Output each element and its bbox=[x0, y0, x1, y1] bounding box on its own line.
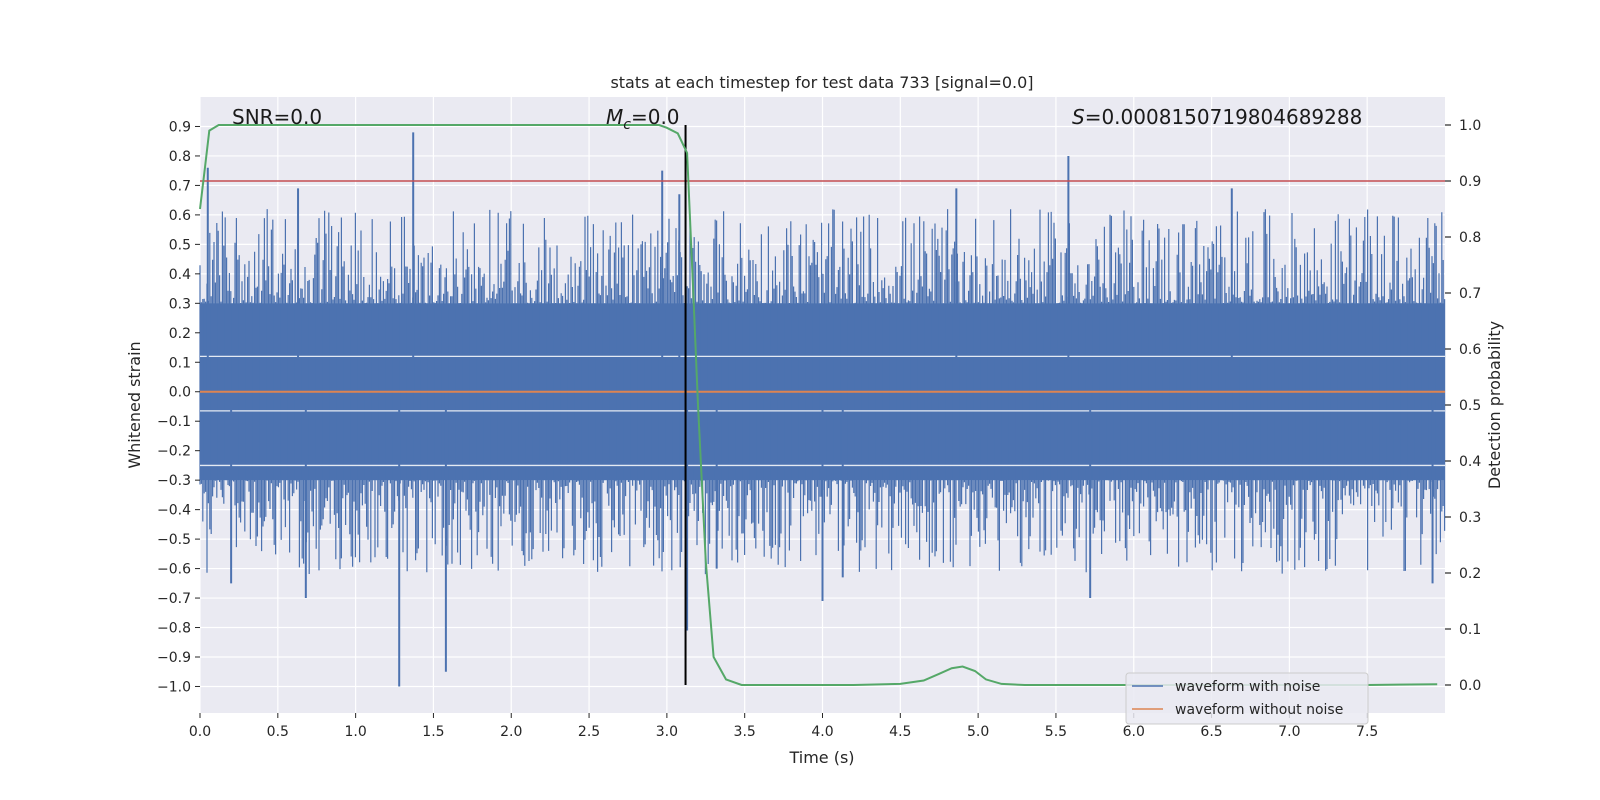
x-tick-label: 6.5 bbox=[1200, 724, 1222, 740]
y-right-tick-label: 0.2 bbox=[1459, 566, 1481, 582]
y-axis-label-right: Detection probability bbox=[1485, 321, 1504, 489]
x-tick-label: 7.0 bbox=[1278, 724, 1300, 740]
y-right-tick-label: 0.6 bbox=[1459, 342, 1481, 358]
score-annotation: S=0.0008150719804689288 bbox=[1072, 105, 1362, 129]
y-right-tick-label: 1.0 bbox=[1459, 118, 1481, 134]
x-tick-label: 3.5 bbox=[734, 724, 756, 740]
y-left-tick-label: 0.9 bbox=[169, 119, 191, 135]
y-right-tick-label: 0.1 bbox=[1459, 622, 1481, 638]
y-left-tick-label: 0.6 bbox=[169, 208, 191, 224]
y-right-tick-label: 0.7 bbox=[1459, 286, 1481, 302]
y-left-tick-label: −0.1 bbox=[157, 414, 191, 430]
axes-group: 0.0 0.5 1.0 1.5 2.0 2.5 3.0 3.5 4.0 4.5 5.0 5.5 6.0 6… bbox=[157, 118, 1481, 740]
y-left-tick-label: −0.5 bbox=[157, 532, 191, 548]
y-left-tick-label: −0.3 bbox=[157, 473, 191, 489]
y-left-tick-label: −0.8 bbox=[157, 621, 191, 637]
x-tick-label: 3.0 bbox=[656, 724, 678, 740]
x-tick-label: 2.5 bbox=[578, 724, 600, 740]
x-tick-label: 0.5 bbox=[267, 724, 289, 740]
x-tick-label: 2.0 bbox=[500, 724, 522, 740]
legend-box bbox=[1125, 672, 1369, 725]
x-tick-label: 1.0 bbox=[344, 724, 366, 740]
score-symbol: S bbox=[1072, 105, 1085, 129]
x-tick-label: 5.5 bbox=[1045, 724, 1067, 740]
y-left-tick-label: 0.2 bbox=[169, 326, 191, 342]
x-tick-label: 5.0 bbox=[967, 724, 989, 740]
y-left-tick-label: −0.7 bbox=[157, 591, 191, 607]
x-tick-label: 6.0 bbox=[1123, 724, 1145, 740]
y-left-tick-label: −1.0 bbox=[157, 679, 191, 695]
legend: waveform with noise waveform without noi… bbox=[1125, 672, 1369, 725]
series-line-detection-probability bbox=[199, 124, 1438, 686]
y-left-tick-label: 0.0 bbox=[169, 385, 191, 401]
y-right-tick-label: 0.8 bbox=[1459, 230, 1481, 246]
x-axis-label: Time (s) bbox=[788, 748, 854, 767]
x-tick-label: 4.0 bbox=[811, 724, 833, 740]
chirp-mass-subscript: c bbox=[623, 117, 631, 133]
y-left-tick-label: 0.5 bbox=[169, 237, 191, 253]
y-left-tick-label: −0.9 bbox=[157, 650, 191, 666]
y-left-tick-label: −0.4 bbox=[157, 503, 191, 519]
chart-title: stats at each timestep for test data 733… bbox=[610, 73, 1033, 92]
y-right-tick-label: 0.4 bbox=[1459, 454, 1481, 470]
x-tick-label: 1.5 bbox=[422, 724, 444, 740]
snr-annotation: SNR=0.0 bbox=[232, 105, 322, 129]
y-left-tick-label: 0.4 bbox=[169, 267, 191, 283]
legend-label-waveform-without-noise: waveform without noise bbox=[1175, 702, 1343, 718]
y-left-tick-label: 0.8 bbox=[169, 149, 191, 165]
chirp-mass-value: =0.0 bbox=[631, 105, 680, 129]
y-left-tick-label: −0.6 bbox=[157, 562, 191, 578]
y-left-tick-label: −0.2 bbox=[157, 444, 191, 460]
y-left-tick-label: 0.1 bbox=[169, 355, 191, 371]
x-tick-label: 0.0 bbox=[189, 724, 211, 740]
legend-label-waveform-with-noise: waveform with noise bbox=[1175, 679, 1320, 695]
y-right-tick-label: 0.0 bbox=[1459, 678, 1481, 694]
score-value: =0.0008150719804689288 bbox=[1085, 105, 1363, 129]
y-axis-label-left: Whitened strain bbox=[125, 341, 144, 468]
y-left-tick-label: 0.7 bbox=[169, 178, 191, 194]
x-tick-label: 7.5 bbox=[1356, 724, 1378, 740]
y-left-tick-label: 0.3 bbox=[169, 296, 191, 312]
chirp-mass-symbol: M bbox=[606, 105, 623, 129]
y-right-tick-label: 0.9 bbox=[1459, 174, 1481, 190]
spikes-group bbox=[206, 132, 1434, 687]
chirp-mass-annotation: Mc=0.0 bbox=[606, 105, 680, 133]
y-right-tick-label: 0.5 bbox=[1459, 398, 1481, 414]
y-right-tick-label: 0.3 bbox=[1459, 510, 1481, 526]
x-tick-label: 4.5 bbox=[889, 724, 911, 740]
